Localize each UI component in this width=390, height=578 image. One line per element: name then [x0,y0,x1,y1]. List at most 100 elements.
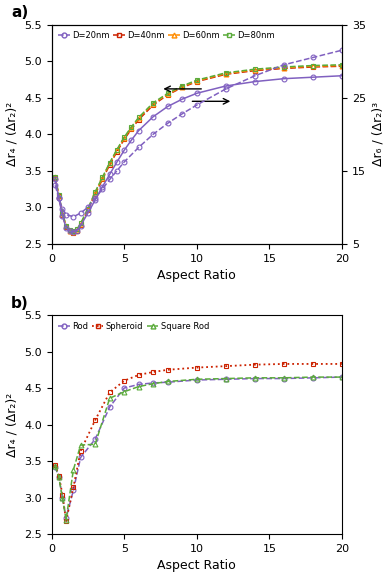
Rod [107,403,112,410]
Spheroid [64,517,69,524]
D=60nm [115,147,119,154]
Legend: Rod, Spheroid, Square Rod: Rod, Spheroid, Square Rod [56,319,212,333]
D=20nm [122,147,126,154]
Rod [53,464,58,470]
Y-axis label: Δr₆ / (Δr₂)³: Δr₆ / (Δr₂)³ [371,102,385,166]
Rod [60,494,65,501]
D=80nm [53,173,58,180]
Square Rod [151,380,156,387]
D=40nm [53,175,58,181]
D=40nm [195,78,199,85]
Spheroid [165,366,170,373]
D=80nm [60,210,65,217]
Square Rod [282,375,286,381]
Rod [311,375,316,381]
D=60nm [195,77,199,84]
D=40nm [122,136,126,143]
D=20nm [282,75,286,82]
D=60nm [85,206,90,213]
D=20nm [60,213,65,220]
D=40nm [223,71,228,78]
D=60nm [71,229,76,236]
D=40nm [253,67,257,74]
D=60nm [122,134,126,141]
Line: D=20nm: D=20nm [53,73,344,235]
D=60nm [93,189,98,196]
D=60nm [129,124,134,131]
Square Rod [60,495,65,502]
Square Rod [253,375,257,381]
D=80nm [100,174,105,181]
D=80nm [195,77,199,84]
D=80nm [151,99,156,106]
D=20nm [74,227,79,234]
X-axis label: Aspect Ratio: Aspect Ratio [158,560,236,572]
D=60nm [165,91,170,98]
D=20nm [223,83,228,90]
D=40nm [165,91,170,98]
Line: Square Rod: Square Rod [53,375,344,522]
D=20nm [71,229,76,236]
Spheroid [151,369,156,376]
Text: a): a) [11,5,28,20]
Rod [57,474,61,481]
Spheroid [107,389,112,396]
Square Rod [195,376,199,383]
D=80nm [122,134,126,140]
D=80nm [253,66,257,73]
D=60nm [57,192,61,199]
Spheroid [136,372,141,379]
D=60nm [53,174,58,181]
Spheroid [282,361,286,368]
D=40nm [71,229,76,236]
D=20nm [67,228,72,235]
D=20nm [57,195,61,202]
D=20nm [64,224,69,231]
Square Rod [165,378,170,385]
Rod [340,373,344,380]
D=20nm [53,176,58,183]
D=60nm [180,83,184,90]
D=60nm [78,221,83,228]
D=20nm [136,127,141,134]
D=20nm [340,72,344,79]
D=60nm [282,64,286,71]
D=40nm [340,63,344,70]
D=20nm [85,210,90,217]
D=40nm [129,125,134,132]
D=40nm [151,102,156,109]
D=80nm [115,146,119,153]
D=60nm [64,223,69,229]
D=40nm [282,65,286,72]
D=40nm [64,224,69,231]
D=40nm [67,228,72,235]
Spheroid [60,491,65,498]
Text: b): b) [11,295,29,310]
D=20nm [180,95,184,102]
D=40nm [78,221,83,228]
Legend: D=20nm, D=40nm, D=60nm, D=80nm: D=20nm, D=40nm, D=60nm, D=80nm [56,29,278,43]
Square Rod [93,441,98,448]
D=40nm [85,207,90,214]
Square Rod [53,463,58,470]
D=80nm [165,90,170,97]
D=80nm [71,228,76,235]
Line: D=80nm: D=80nm [53,62,344,234]
Line: Rod: Rod [53,375,344,521]
D=80nm [311,62,316,69]
D=40nm [93,191,98,198]
D=20nm [253,78,257,85]
Square Rod [136,383,141,390]
Square Rod [311,373,316,380]
Rod [71,487,76,494]
D=80nm [180,83,184,90]
Line: D=60nm: D=60nm [53,63,344,235]
Square Rod [64,516,69,523]
Rod [165,379,170,386]
D=40nm [107,161,112,168]
D=20nm [195,90,199,97]
D=40nm [74,227,79,234]
Square Rod [78,442,83,449]
Rod [93,436,98,443]
D=20nm [100,183,105,190]
